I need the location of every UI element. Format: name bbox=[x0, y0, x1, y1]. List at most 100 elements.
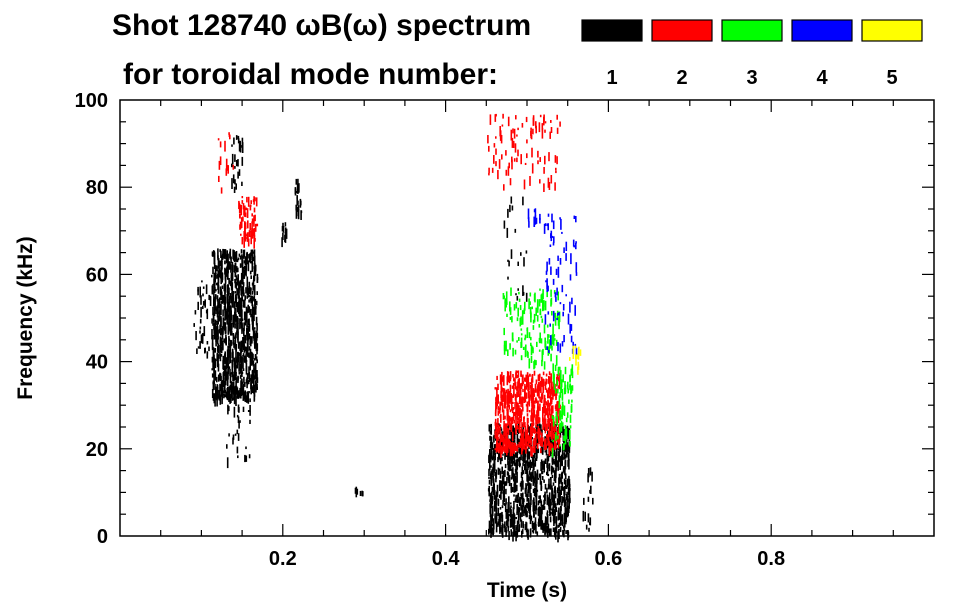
spectral-point bbox=[501, 466, 503, 475]
spectral-point bbox=[517, 390, 519, 397]
spectral-point bbox=[513, 304, 516, 311]
spectral-point bbox=[505, 423, 508, 433]
spectral-point bbox=[536, 531, 539, 537]
spectral-point bbox=[237, 135, 240, 139]
spectral-point bbox=[242, 358, 244, 369]
spectral-point bbox=[541, 392, 544, 400]
spectral-point bbox=[507, 473, 510, 481]
spectral-point bbox=[228, 299, 231, 306]
spectral-point bbox=[220, 267, 222, 271]
spectral-point bbox=[254, 380, 257, 386]
spectral-point bbox=[525, 460, 527, 470]
spectral-point bbox=[551, 415, 554, 419]
spectral-point bbox=[559, 258, 562, 265]
spectral-point bbox=[525, 374, 527, 382]
spectral-point bbox=[234, 279, 237, 288]
spectral-point bbox=[518, 448, 520, 453]
spectral-point bbox=[567, 446, 570, 452]
spectral-point bbox=[576, 354, 578, 359]
spectral-point bbox=[209, 296, 212, 306]
spectral-point bbox=[537, 500, 540, 506]
spectral-point bbox=[550, 528, 552, 537]
spectral-point bbox=[242, 340, 244, 347]
spectral-point bbox=[284, 222, 287, 227]
spectral-point bbox=[224, 274, 227, 284]
spectral-point bbox=[524, 301, 526, 311]
spectral-point bbox=[566, 496, 569, 503]
spectral-point bbox=[491, 442, 494, 450]
spectral-point bbox=[548, 371, 551, 376]
spectral-point bbox=[494, 513, 496, 520]
series-n1-region-3 bbox=[231, 135, 244, 193]
spectral-point bbox=[560, 480, 563, 485]
spectral-point bbox=[516, 472, 518, 483]
spectral-point bbox=[236, 359, 239, 369]
spectral-point bbox=[241, 371, 244, 374]
spectral-point bbox=[555, 436, 557, 441]
spectral-point bbox=[239, 306, 242, 310]
spectral-point bbox=[498, 444, 500, 449]
spectral-point bbox=[503, 446, 506, 452]
spectral-point bbox=[502, 500, 504, 505]
spectral-point bbox=[546, 467, 549, 476]
spectral-point bbox=[494, 114, 497, 122]
spectral-point bbox=[234, 334, 237, 345]
spectral-point bbox=[235, 380, 237, 390]
spectral-point bbox=[230, 296, 232, 299]
spectral-point bbox=[542, 407, 544, 416]
spectral-point bbox=[253, 227, 256, 238]
spectral-point bbox=[531, 412, 533, 423]
spectral-point bbox=[213, 367, 215, 371]
spectral-point bbox=[251, 282, 254, 286]
spectral-point bbox=[224, 353, 226, 360]
spectral-point bbox=[513, 411, 515, 415]
spectral-point bbox=[217, 329, 219, 340]
spectral-point bbox=[244, 382, 246, 387]
spectral-point bbox=[523, 506, 525, 514]
spectral-point bbox=[544, 494, 546, 505]
spectral-point bbox=[517, 429, 519, 433]
spectral-point bbox=[556, 374, 559, 378]
spectral-point bbox=[501, 483, 503, 487]
spectral-point bbox=[232, 382, 235, 392]
spectral-point bbox=[232, 297, 234, 307]
spectral-point bbox=[211, 389, 214, 398]
spectral-point bbox=[221, 326, 224, 334]
spectral-point bbox=[552, 372, 555, 380]
spectral-point bbox=[220, 304, 222, 316]
spectral-point bbox=[248, 366, 250, 375]
spectral-point bbox=[505, 498, 507, 505]
spectral-point bbox=[542, 417, 544, 425]
spectral-point bbox=[550, 335, 552, 346]
y-axis-title: Frequency (kHz) bbox=[14, 236, 37, 399]
spectral-point bbox=[569, 357, 571, 361]
spectral-point bbox=[516, 511, 518, 515]
spectral-point bbox=[215, 376, 218, 383]
x-tick-label: 0.6 bbox=[594, 548, 622, 570]
spectral-point bbox=[213, 370, 215, 381]
spectral-point bbox=[516, 295, 519, 301]
spectral-point bbox=[226, 375, 229, 386]
spectral-point bbox=[223, 381, 226, 391]
spectral-point bbox=[236, 266, 238, 272]
spectral-point bbox=[563, 497, 566, 503]
spectral-point bbox=[524, 334, 527, 339]
spectral-point bbox=[543, 302, 545, 311]
spectral-point bbox=[226, 313, 229, 323]
spectral-point bbox=[505, 509, 508, 519]
spectral-point bbox=[541, 123, 544, 131]
spectral-point bbox=[547, 454, 549, 459]
spectral-point bbox=[230, 284, 233, 287]
spectral-point bbox=[215, 387, 218, 391]
spectral-point bbox=[563, 478, 566, 485]
spectral-point bbox=[544, 523, 547, 533]
spectral-point bbox=[516, 420, 519, 425]
spectral-point bbox=[551, 488, 554, 495]
spectral-point bbox=[557, 456, 560, 463]
series-n4-region-1 bbox=[527, 208, 541, 228]
spectral-point bbox=[571, 399, 573, 403]
spectral-point bbox=[208, 294, 210, 300]
spectral-point bbox=[224, 338, 226, 344]
spectral-point bbox=[588, 527, 590, 532]
spectral-point bbox=[567, 388, 569, 394]
